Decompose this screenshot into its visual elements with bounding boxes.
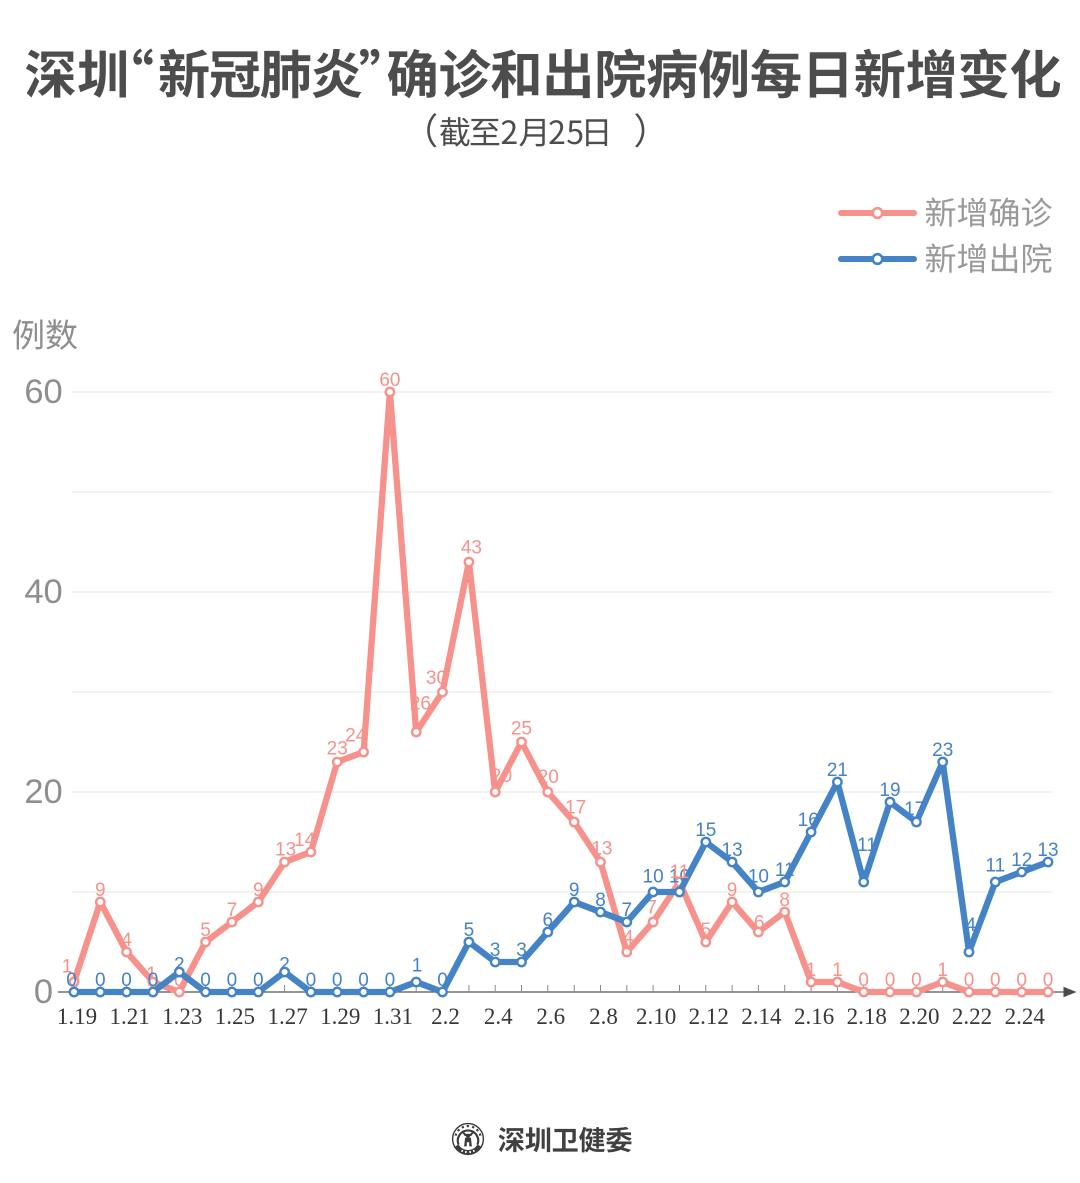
svg-text:3: 3	[490, 940, 501, 961]
svg-text:0: 0	[332, 970, 343, 991]
svg-text:3: 3	[516, 940, 527, 961]
svg-text:6: 6	[543, 910, 554, 931]
svg-text:1: 1	[832, 960, 843, 981]
svg-text:1.23: 1.23	[162, 1004, 202, 1029]
svg-text:4: 4	[121, 930, 132, 951]
svg-text:2.8: 2.8	[589, 1004, 618, 1029]
svg-text:9: 9	[727, 880, 738, 901]
svg-text:2.6: 2.6	[536, 1004, 565, 1029]
svg-text:0: 0	[1043, 970, 1054, 991]
svg-text:5: 5	[464, 920, 475, 941]
svg-text:1: 1	[62, 957, 73, 978]
svg-text:9: 9	[569, 880, 580, 901]
svg-text:0: 0	[437, 970, 448, 991]
svg-text:4: 4	[966, 915, 977, 936]
svg-text:0: 0	[858, 970, 869, 991]
svg-text:0: 0	[253, 970, 264, 991]
svg-text:2.12: 2.12	[689, 1004, 729, 1029]
svg-text:2.4: 2.4	[484, 1004, 513, 1029]
svg-text:12: 12	[1011, 850, 1032, 871]
svg-text:2: 2	[279, 955, 290, 976]
svg-text:0: 0	[34, 973, 53, 1011]
svg-text:10: 10	[643, 867, 664, 888]
svg-text:0: 0	[964, 970, 975, 991]
svg-text:1: 1	[937, 960, 948, 981]
svg-text:5: 5	[200, 920, 211, 941]
svg-text:2.14: 2.14	[741, 1004, 782, 1029]
svg-text:0: 0	[148, 970, 159, 991]
svg-text:0: 0	[385, 970, 396, 991]
svg-text:0: 0	[66, 970, 77, 991]
svg-text:1.19: 1.19	[57, 1004, 97, 1029]
svg-text:19: 19	[879, 780, 900, 801]
svg-text:2.18: 2.18	[847, 1004, 887, 1029]
svg-text:4: 4	[623, 928, 634, 949]
svg-text:9: 9	[95, 880, 106, 901]
svg-text:1: 1	[146, 964, 157, 985]
svg-text:11: 11	[670, 862, 690, 883]
svg-text:0: 0	[358, 970, 369, 991]
svg-text:11: 11	[985, 856, 1005, 877]
svg-text:0: 0	[174, 970, 185, 991]
svg-text:1.21: 1.21	[109, 1004, 149, 1029]
svg-text:1.29: 1.29	[320, 1004, 360, 1029]
svg-text:0: 0	[200, 970, 211, 991]
svg-text:2.24: 2.24	[1005, 1004, 1046, 1029]
svg-text:13: 13	[1037, 840, 1058, 861]
svg-text:1.27: 1.27	[267, 1004, 307, 1029]
svg-text:40: 40	[24, 573, 62, 611]
svg-text:6: 6	[754, 913, 765, 934]
svg-text:43: 43	[461, 538, 482, 559]
svg-text:25: 25	[511, 719, 532, 740]
svg-text:23: 23	[932, 740, 953, 761]
svg-text:0: 0	[1016, 970, 1027, 991]
svg-text:21: 21	[827, 760, 848, 781]
svg-text:0: 0	[306, 970, 317, 991]
svg-text:13: 13	[275, 840, 296, 861]
svg-text:0: 0	[227, 970, 238, 991]
svg-text:60: 60	[24, 373, 62, 411]
svg-text:8: 8	[595, 890, 606, 911]
svg-text:0: 0	[911, 970, 922, 991]
svg-text:2: 2	[174, 955, 185, 976]
svg-text:1: 1	[412, 956, 423, 977]
svg-text:2.20: 2.20	[899, 1004, 939, 1029]
svg-text:0: 0	[121, 970, 132, 991]
svg-text:0: 0	[990, 970, 1001, 991]
svg-text:2.22: 2.22	[952, 1004, 992, 1029]
svg-text:20: 20	[24, 773, 62, 811]
svg-text:1.31: 1.31	[373, 1004, 413, 1029]
svg-text:60: 60	[379, 370, 400, 391]
svg-text:7: 7	[622, 900, 633, 921]
svg-text:2.16: 2.16	[794, 1004, 834, 1029]
svg-text:1: 1	[806, 960, 817, 981]
svg-text:9: 9	[253, 880, 264, 901]
svg-text:8: 8	[779, 890, 790, 911]
svg-text:0: 0	[885, 970, 896, 991]
svg-text:5: 5	[701, 920, 712, 941]
svg-text:23: 23	[327, 739, 348, 760]
svg-text:1.25: 1.25	[215, 1004, 255, 1029]
svg-text:7: 7	[227, 900, 238, 921]
svg-text:7: 7	[646, 898, 657, 919]
svg-text:2.10: 2.10	[636, 1004, 676, 1029]
svg-text:15: 15	[695, 820, 716, 841]
svg-text:2.2: 2.2	[431, 1004, 460, 1029]
svg-text:0: 0	[95, 970, 106, 991]
